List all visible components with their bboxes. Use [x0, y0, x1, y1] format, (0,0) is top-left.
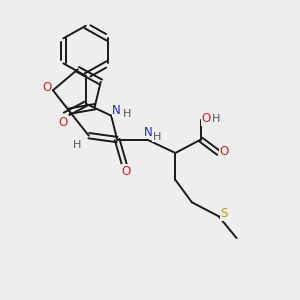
Text: O: O [202, 112, 211, 125]
Text: O: O [59, 116, 68, 129]
Text: H: H [122, 109, 131, 119]
Text: N: N [144, 126, 153, 139]
Text: S: S [220, 207, 228, 220]
Text: N: N [112, 104, 121, 117]
Text: H: H [212, 114, 220, 124]
Text: O: O [219, 145, 229, 158]
Text: O: O [42, 81, 52, 94]
Text: H: H [73, 140, 81, 150]
Text: H: H [153, 132, 161, 142]
Text: O: O [122, 165, 131, 178]
